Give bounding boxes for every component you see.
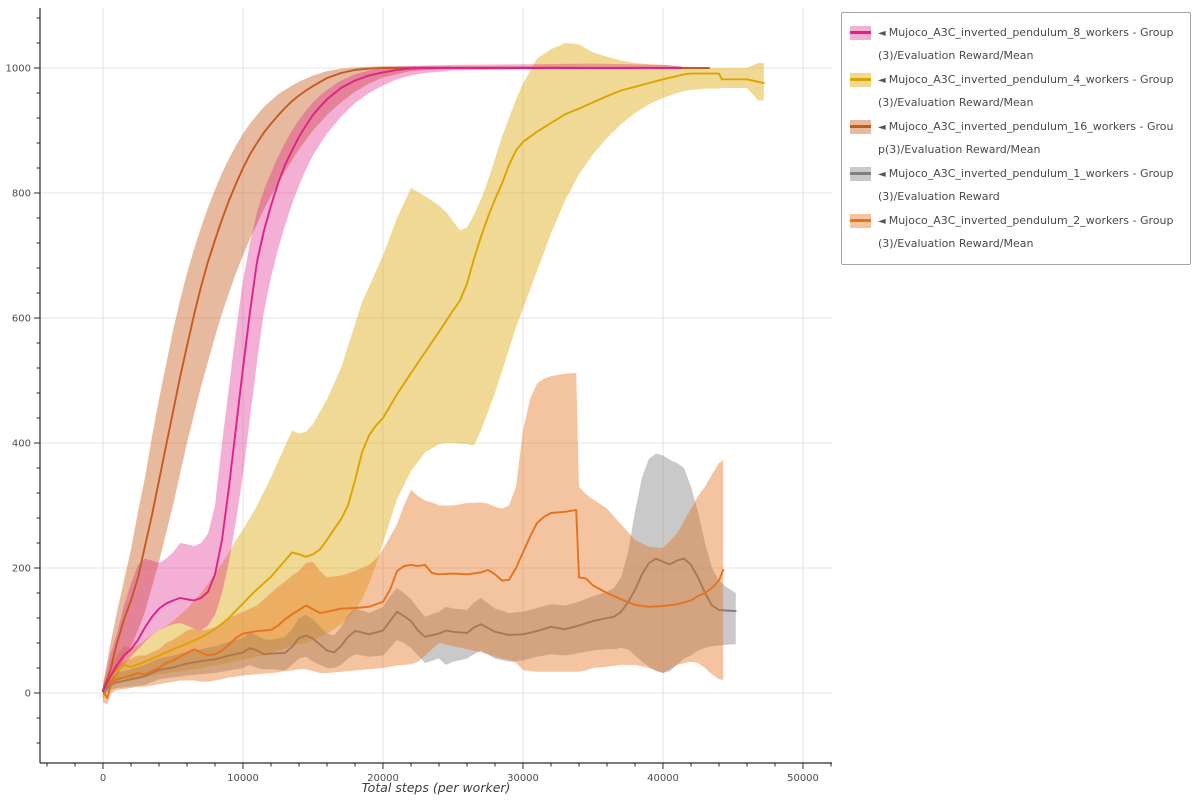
legend-swatch-workers8 — [850, 26, 871, 40]
legend-label: ◄ Mujoco_A3C_inverted_pendulum_8_workers … — [878, 22, 1180, 67]
collapse-triangle-icon[interactable]: ◄ — [878, 28, 886, 39]
legend-label-text: Mujoco_A3C_inverted_pendulum_1_workers -… — [878, 167, 1174, 203]
series-workers1-line — [102, 557, 737, 693]
y-tick-label: 600 — [12, 314, 31, 325]
legend-swatch-line — [850, 125, 871, 128]
y-tick-label: 400 — [12, 439, 31, 450]
series-workers4-band — [103, 43, 764, 695]
series-workers16-band — [103, 66, 710, 700]
y-tick-label: 1000 — [6, 64, 31, 75]
x-tick-label: 50000 — [787, 773, 819, 784]
x-tick-label: 10000 — [227, 773, 259, 784]
legend-label: ◄ Mujoco_A3C_inverted_pendulum_2_workers … — [878, 210, 1180, 255]
series-workers2-band — [103, 373, 724, 705]
legend-item-workers8[interactable]: ◄ Mujoco_A3C_inverted_pendulum_8_workers … — [850, 22, 1180, 67]
series-workers4-line — [102, 72, 765, 693]
legend-label-text: Mujoco_A3C_inverted_pendulum_8_workers -… — [878, 26, 1174, 62]
x-tick-label: 30000 — [507, 773, 539, 784]
legend-item-workers16[interactable]: ◄ Mujoco_A3C_inverted_pendulum_16_workers… — [850, 116, 1180, 161]
legend-swatch-workers1 — [850, 167, 871, 181]
x-tick-label: 20000 — [367, 773, 399, 784]
legend-label-text: Mujoco_A3C_inverted_pendulum_4_workers -… — [878, 73, 1174, 109]
x-axis-title: Total steps (per worker) — [362, 780, 511, 795]
y-tick-label: 0 — [25, 689, 31, 700]
legend-swatch-workers4 — [850, 73, 871, 87]
legend-swatch-line — [850, 219, 871, 222]
legend-item-workers4[interactable]: ◄ Mujoco_A3C_inverted_pendulum_4_workers … — [850, 69, 1180, 114]
gridlines — [40, 8, 832, 763]
legend-item-workers2[interactable]: ◄ Mujoco_A3C_inverted_pendulum_2_workers … — [850, 210, 1180, 255]
collapse-triangle-icon[interactable]: ◄ — [878, 75, 886, 86]
legend-label-text: Mujoco_A3C_inverted_pendulum_16_workers … — [878, 120, 1174, 156]
legend-label: ◄ Mujoco_A3C_inverted_pendulum_1_workers … — [878, 163, 1180, 208]
legend-item-workers1[interactable]: ◄ Mujoco_A3C_inverted_pendulum_1_workers … — [850, 163, 1180, 208]
collapse-triangle-icon[interactable]: ◄ — [878, 216, 886, 227]
legend-swatch-workers2 — [850, 214, 871, 228]
legend-label: ◄ Mujoco_A3C_inverted_pendulum_16_workers… — [878, 116, 1180, 161]
legend-label: ◄ Mujoco_A3C_inverted_pendulum_4_workers … — [878, 69, 1180, 114]
collapse-triangle-icon[interactable]: ◄ — [878, 122, 886, 133]
series-workers8-line — [102, 67, 683, 693]
series-workers2-line — [102, 508, 725, 699]
legend-swatch-line — [850, 172, 871, 175]
series-layer — [102, 43, 765, 705]
legend-swatch-workers16 — [850, 120, 871, 134]
axes: 0 10000 20000 30000 40000 50000 0 200 400 600 800 1… — [6, 8, 832, 784]
series-workers1-band — [103, 453, 736, 695]
x-tick-label: 40000 — [647, 773, 679, 784]
x-tick-label: 0 — [100, 773, 106, 784]
y-tick-label: 200 — [12, 564, 31, 575]
legend-swatch-line — [850, 78, 871, 81]
collapse-triangle-icon[interactable]: ◄ — [878, 169, 886, 180]
series-workers16-line — [102, 67, 711, 691]
legend-label-text: Mujoco_A3C_inverted_pendulum_2_workers -… — [878, 214, 1174, 250]
legend-swatch-line — [850, 31, 871, 34]
y-tick-label: 800 — [12, 189, 31, 200]
legend: ◄ Mujoco_A3C_inverted_pendulum_8_workers … — [841, 12, 1191, 265]
